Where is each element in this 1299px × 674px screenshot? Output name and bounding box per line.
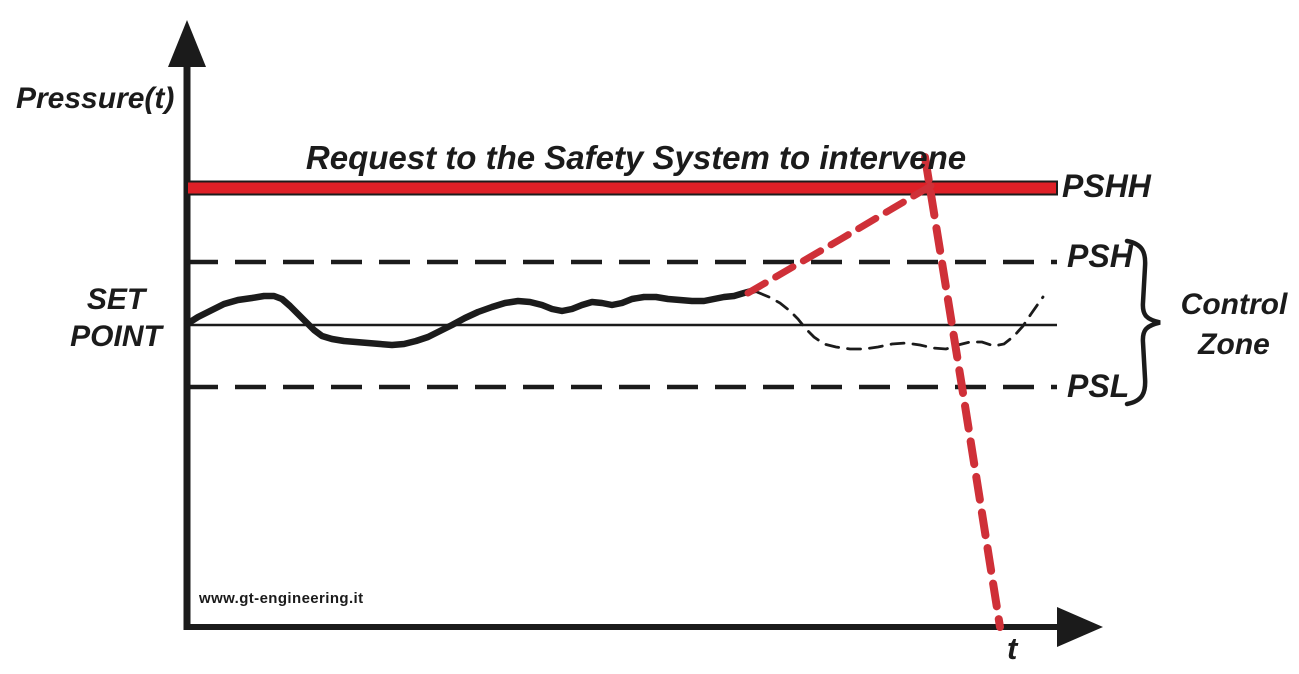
psl-label: PSL <box>1067 368 1130 404</box>
y-axis-label: Pressure(t) <box>16 82 175 115</box>
x-axis-arrowhead-icon <box>1057 607 1103 647</box>
control-zone-label-line1: Control <box>1180 288 1288 321</box>
pshh-trip-level-line <box>186 180 1058 196</box>
pshh-label: PSHH <box>1062 168 1151 204</box>
pressure-drop-after-trip-dashed-line <box>921 153 1004 631</box>
controlled-pressure-dashed-trace <box>755 290 1045 351</box>
control-zone-label: Control Zone <box>1181 285 1288 365</box>
watermark-text: www.gt-engineering.it <box>199 590 364 607</box>
y-axis-arrowhead-icon <box>168 20 206 67</box>
set-point-label-line2: POINT <box>70 320 162 353</box>
set-point-label-line1: SET <box>86 283 146 316</box>
psh-label: PSH <box>1067 238 1133 274</box>
set-point-label: SET POINT <box>70 281 162 355</box>
x-axis-label: t <box>1007 631 1018 666</box>
pressure-signal-trace <box>183 286 759 349</box>
pressure-excursion-rise-dashed-line <box>744 180 938 297</box>
chart-title: Request to the Safety System to interven… <box>305 139 967 176</box>
control-zone-label-line2: Zone <box>1198 328 1270 361</box>
control-zone-brace <box>1124 238 1161 407</box>
